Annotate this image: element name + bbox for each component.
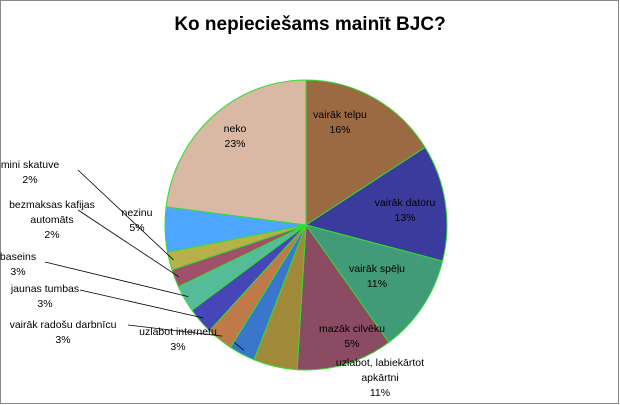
slice-value: 23% [224, 138, 246, 150]
slice-value: 3% [37, 298, 53, 310]
data-label: uzlabot, labiekārtot apkārtni 11% [318, 356, 443, 401]
data-label: vairāk radošu darbnīcu 3% [0, 318, 133, 348]
slice-name: uzlabot, labiekārtot apkārtni [335, 357, 425, 384]
slice-name: vairāk radošu darbnīcu [9, 319, 117, 331]
leader-line [44, 261, 189, 297]
slice-value: 13% [394, 212, 416, 224]
pie-slice [296, 223, 390, 371]
slice-value: 2% [22, 174, 38, 186]
leader-line [79, 289, 204, 319]
data-label: vairāk telpu 16% [295, 108, 385, 138]
slice-value: 3% [10, 266, 26, 278]
slice-value: 5% [344, 338, 360, 350]
slice-value: 5% [129, 222, 145, 234]
pie-slice [165, 79, 307, 226]
slice-value: 2% [44, 229, 60, 241]
pie-slice [304, 224, 444, 344]
slice-name: jaunas tumbas [10, 283, 80, 295]
data-label: nezinu 5% [112, 206, 162, 236]
leader-line [127, 324, 223, 337]
slice-name: vairāk datoru [374, 197, 436, 209]
data-label: neko 23% [205, 122, 265, 152]
data-label: vairāk spēļu 11% [332, 262, 422, 292]
pie-slice [305, 79, 426, 226]
slice-name: mini skatuve [0, 159, 60, 171]
data-label: vairāk datoru 13% [360, 196, 450, 226]
slice-name: neko [223, 123, 247, 135]
slice-value: 11% [366, 278, 388, 290]
slice-name: baseins [0, 251, 37, 263]
pie-slice [304, 146, 448, 262]
leader-line [77, 209, 180, 278]
slice-name: nezinu [121, 207, 153, 219]
data-label: uzlabot internetu 3% [123, 325, 233, 355]
slice-value: 3% [170, 341, 186, 353]
chart-title: Ko nepieciešams mainīt BJC? [174, 14, 445, 35]
slice-value: 11% [369, 387, 391, 399]
slice-name: vairāk telpu [313, 109, 367, 121]
slice-name: vairāk spēļu [348, 263, 406, 275]
slice-name: bezmaksas kafijas automāts [9, 199, 95, 226]
slice-name: mazāk cilvēku [319, 323, 385, 335]
data-label: baseins 3% [0, 250, 48, 280]
data-label: mazāk cilvēku 5% [307, 322, 397, 352]
slice-value: 3% [55, 334, 71, 346]
data-label: mini skatuve 2% [0, 158, 65, 188]
data-label: jaunas tumbas 3% [0, 282, 95, 312]
slice-value: 16% [329, 124, 351, 136]
data-label: bezmaksas kafijas automāts 2% [0, 198, 107, 243]
leader-line [77, 169, 174, 261]
slice-name: uzlabot internetu [139, 326, 217, 338]
